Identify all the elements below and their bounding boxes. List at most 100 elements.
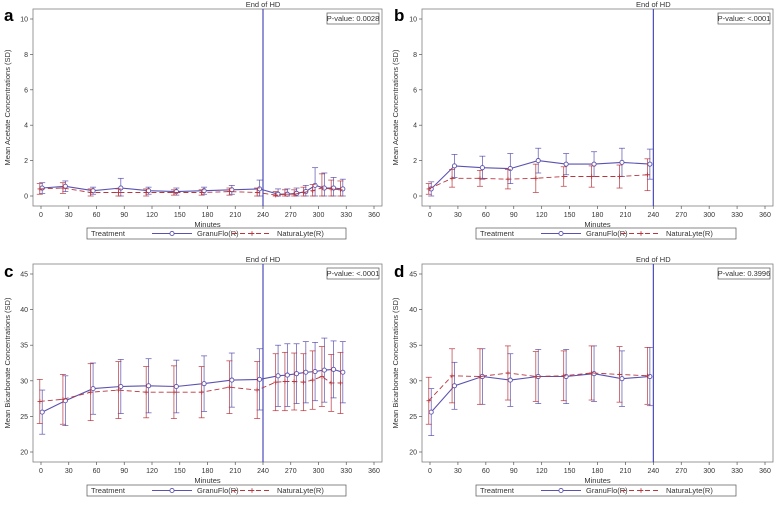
- x-tick-label: 270: [285, 212, 297, 219]
- y-tick-label: 0: [24, 194, 28, 201]
- data-point-circle: [428, 409, 434, 415]
- legend-swatch-marker: [169, 487, 175, 494]
- x-tick-label: 210: [229, 212, 241, 219]
- data-point-circle: [312, 182, 318, 188]
- data-point-circle: [647, 161, 653, 167]
- x-tick-label: 60: [93, 212, 101, 219]
- data-point-circle: [312, 368, 318, 375]
- data-point-plus: [617, 174, 622, 179]
- data-point-circle: [619, 159, 625, 165]
- data-point-plus: [143, 389, 149, 395]
- x-tick-label: 30: [454, 212, 462, 219]
- y-tick-label: 8: [24, 52, 28, 59]
- data-point-plus: [282, 379, 288, 384]
- data-point-circle: [507, 377, 513, 383]
- chart-panel-b: b 0 2 4 6 8 10 0 30 60 90 120 150 180 210 240 270 300 330 3…: [391, 0, 774, 240]
- x-tick-label: 30: [65, 212, 73, 219]
- legend-box: [475, 484, 737, 497]
- x-tick-label: 150: [174, 468, 186, 475]
- x-tick-label: 180: [592, 468, 604, 475]
- data-point-plus: [328, 380, 334, 386]
- data-point-plus: [589, 174, 594, 179]
- legend: Treatment GranuFlo(R) NaturaLyte(R): [475, 227, 737, 240]
- data-point-plus: [116, 190, 121, 195]
- data-point-plus: [338, 380, 343, 386]
- x-tick-label: 60: [482, 468, 490, 475]
- y-tick-label: 6: [24, 87, 28, 94]
- x-axis-label: Minutes: [584, 220, 611, 229]
- pvalue-label: P-value: <.0001: [718, 14, 771, 23]
- legend-item-granuflo: GranuFlo(R): [197, 486, 239, 495]
- y-axis-label: Mean Acetate Concentrations (SD): [391, 49, 400, 165]
- y-tick-label: 40: [20, 307, 28, 314]
- y-tick-label: 30: [20, 378, 28, 385]
- data-point-plus: [273, 379, 278, 385]
- data-point-plus: [199, 389, 204, 395]
- data-point-plus: [199, 190, 204, 195]
- pvalue-box: [326, 267, 380, 280]
- x-tick-label: 120: [146, 212, 158, 219]
- x-tick-label: 180: [202, 212, 214, 219]
- y-tick-label: 10: [409, 17, 417, 24]
- legend-box: [475, 227, 737, 240]
- y-tick-label: 2: [24, 158, 28, 165]
- data-point-plus: [143, 190, 149, 195]
- x-tick-label: 360: [368, 212, 380, 219]
- y-tick-label: 4: [413, 123, 417, 130]
- data-point-circle: [321, 367, 327, 373]
- y-axis-label: Mean Bicarbonate Concentrations (SD): [391, 297, 400, 428]
- series-naturalyte: [425, 345, 651, 425]
- y-tick-label: 8: [413, 52, 417, 59]
- data-point-circle: [619, 376, 625, 382]
- data-point-circle: [340, 186, 346, 192]
- data-point-plus: [645, 373, 650, 379]
- y-tick-label: 30: [409, 378, 417, 385]
- pvalue-box: [717, 12, 771, 25]
- end-of-hd-label: End of HD: [246, 0, 281, 9]
- data-point-circle: [331, 366, 337, 372]
- data-point-circle: [257, 186, 263, 192]
- x-tick-label: 180: [592, 212, 604, 219]
- chart-panel-c: c 20 25 30 35 40 45 0 30 60 90 120 150 180 210 240 270 30…: [3, 255, 383, 497]
- x-tick-label: 180: [202, 468, 214, 475]
- legend-title: Treatment: [91, 229, 126, 238]
- data-point-plus: [338, 187, 343, 193]
- legend-item-naturalyte: NaturaLyte(R): [277, 229, 324, 238]
- data-point-circle: [303, 369, 309, 375]
- data-point-circle: [647, 373, 653, 380]
- data-point-plus: [477, 374, 483, 379]
- data-point-circle: [294, 371, 300, 377]
- data-point-circle: [39, 409, 45, 415]
- data-point-plus: [254, 387, 260, 393]
- y-tick-label: 25: [409, 414, 417, 421]
- data-point-circle: [118, 185, 124, 191]
- x-tick-label: 360: [759, 212, 771, 219]
- legend: Treatment GranuFlo(R) NaturaLyte(R): [86, 227, 347, 240]
- series-naturalyte: [36, 346, 344, 425]
- data-point-plus: [282, 191, 288, 197]
- data-point-plus: [171, 389, 177, 395]
- data-point-plus: [301, 190, 306, 195]
- data-point-plus: [273, 192, 278, 198]
- data-point-plus: [291, 379, 297, 384]
- y-tick-label: 45: [409, 272, 417, 279]
- legend-item-naturalyte: NaturaLyte(R): [666, 229, 713, 238]
- y-tick-label: 35: [20, 343, 28, 350]
- x-tick-label: 300: [313, 468, 325, 475]
- data-point-plus: [533, 374, 539, 379]
- x-tick-label: 270: [285, 468, 297, 475]
- x-tick-label: 90: [510, 468, 518, 475]
- series-granuflo: [428, 147, 653, 197]
- legend-item-naturalyte: NaturaLyte(R): [277, 486, 324, 495]
- data-point-circle: [229, 377, 235, 383]
- data-point-circle: [535, 158, 541, 164]
- data-point-circle: [118, 383, 124, 390]
- panel-letter: a: [4, 6, 14, 25]
- y-tick-label: 6: [413, 87, 417, 94]
- data-point-plus: [60, 185, 66, 191]
- end-of-hd-label: End of HD: [246, 255, 281, 264]
- y-tick-label: 35: [409, 343, 417, 350]
- series-granuflo: [428, 345, 653, 436]
- legend: Treatment GranuFlo(R) NaturaLyte(R): [475, 484, 737, 497]
